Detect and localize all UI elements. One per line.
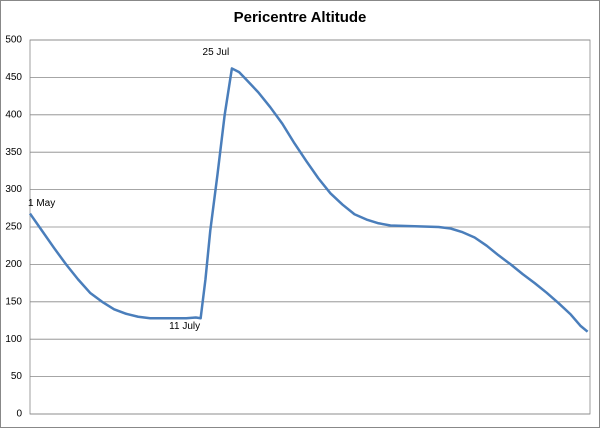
- y-tick-label: 150: [5, 296, 22, 307]
- y-tick-label: 50: [11, 371, 23, 382]
- y-tick-label: 200: [5, 259, 22, 270]
- annotation: 11 July: [169, 321, 200, 332]
- y-tick-label: 0: [16, 409, 22, 420]
- y-tick-label: 100: [5, 334, 22, 345]
- annotation: 25 Jul: [203, 47, 230, 58]
- y-tick-label: 300: [5, 184, 22, 195]
- y-tick-label: 250: [5, 222, 22, 233]
- data-line: [28, 67, 589, 333]
- annotation: 1 May: [28, 198, 55, 209]
- y-tick-label: 500: [5, 35, 22, 46]
- chart-title: Pericentre Altitude: [234, 9, 367, 26]
- plot-border: [29, 39, 591, 415]
- y-tick-label: 350: [5, 147, 22, 158]
- y-tick-label: 450: [5, 72, 22, 83]
- y-tick-label: 400: [5, 109, 22, 120]
